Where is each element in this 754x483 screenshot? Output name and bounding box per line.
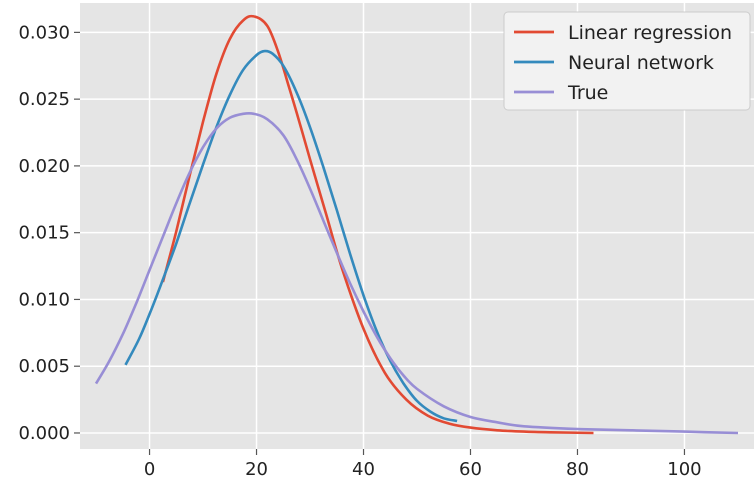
x-tick-label-5: 100	[667, 459, 701, 480]
x-tick-label-1: 20	[245, 459, 268, 480]
series-line-neural-network	[124, 49, 458, 423]
y-tick-label-3: 0.015	[18, 223, 70, 244]
legend-label-true: True	[567, 82, 608, 104]
x-axis-ticks: 0 20 40 60 80 100	[144, 449, 702, 480]
legend-box	[503, 11, 751, 111]
y-axis-ticks: 0.000 0.005 0.010 0.015 0.020 0.025 0.030	[18, 22, 80, 444]
series-line-true	[94, 111, 739, 435]
series-line-linear-regression	[161, 14, 594, 435]
series-lines	[94, 14, 739, 435]
legend: Linear regression Neural network True	[503, 11, 751, 111]
y-tick-label-5: 0.025	[18, 89, 70, 110]
y-tick-label-2: 0.010	[18, 289, 70, 310]
grid-lines	[80, 3, 754, 449]
x-tick-label-4: 80	[566, 459, 589, 480]
y-tick-label-1: 0.005	[18, 356, 70, 377]
y-tick-label-4: 0.020	[18, 156, 70, 177]
x-tick-label-3: 60	[459, 459, 482, 480]
y-tick-label-6: 0.030	[18, 22, 70, 43]
legend-label-linear-regression: Linear regression	[568, 22, 732, 44]
y-tick-label-0: 0.000	[18, 423, 70, 444]
legend-label-neural-network: Neural network	[568, 52, 714, 74]
x-tick-label-0: 0	[144, 459, 155, 480]
x-tick-label-2: 40	[352, 459, 375, 480]
